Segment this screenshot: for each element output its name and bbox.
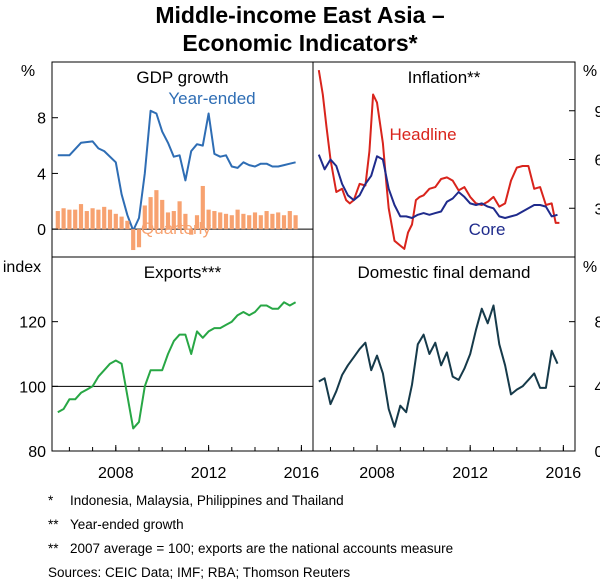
quarterly-gdp-bar xyxy=(235,209,240,230)
quarterly-gdp-bar xyxy=(125,220,130,230)
x-tick-label-right: 2016 xyxy=(546,465,582,482)
x-tick-label-left: 2008 xyxy=(98,465,134,482)
quarterly-gdp-bar xyxy=(212,211,217,230)
quarterly-gdp-bar xyxy=(160,199,165,230)
annotation-core: Core xyxy=(469,220,506,239)
quarterly-gdp-bar xyxy=(78,204,84,230)
y-tick-label: 4 xyxy=(595,379,600,396)
quarterly-gdp-bar xyxy=(107,209,113,230)
quarterly-gdp-bar xyxy=(102,206,107,230)
y-tick-label: 3 xyxy=(595,201,600,218)
series-line-exports-exports xyxy=(57,301,297,430)
footnote-3-marker: ** xyxy=(48,541,59,556)
quarterly-gdp-bar xyxy=(165,212,171,230)
quarterly-gdp-bar xyxy=(96,209,101,230)
footnote-2-text: Year-ended growth xyxy=(70,517,184,532)
quarterly-gdp-bar xyxy=(113,213,118,230)
quarterly-gdp-bar xyxy=(154,190,159,230)
quarterly-gdp-bar xyxy=(264,211,269,230)
series-line-domesticfinaldemand-domesticfinaldemand xyxy=(318,304,559,428)
y-unit-bottom-left: index xyxy=(3,259,41,276)
quarterly-gdp-bar xyxy=(218,212,223,230)
series-line-inflation-headline xyxy=(317,69,560,250)
panel-title: Inflation** xyxy=(408,68,481,87)
x-tick-label-right: 2008 xyxy=(359,465,395,482)
quarterly-gdp-bar xyxy=(229,215,234,230)
quarterly-gdp-bar xyxy=(270,213,275,230)
x-tick-label-left: 2012 xyxy=(191,465,227,482)
quarterly-gdp-bar xyxy=(183,213,188,230)
footnote-1-text: Indonesia, Malaysia, Philippines and Tha… xyxy=(70,493,344,508)
quarterly-gdp-bar xyxy=(241,213,246,230)
quarterly-gdp-bar xyxy=(223,213,229,230)
y-tick-label: 120 xyxy=(19,315,46,332)
quarterly-gdp-bar xyxy=(281,215,287,230)
quarterly-gdp-bar xyxy=(142,205,147,230)
quarterly-gdp-bar xyxy=(200,185,205,230)
quarterly-gdp-bar xyxy=(252,212,258,230)
quarterly-gdp-bar xyxy=(177,201,182,230)
panel-title: GDP growth xyxy=(136,68,228,87)
y-tick-label: 8 xyxy=(37,111,46,128)
quarterly-gdp-bar xyxy=(287,211,292,230)
annotation-headline: Headline xyxy=(389,125,456,144)
quarterly-gdp-bar xyxy=(258,215,263,230)
quarterly-gdp-bar xyxy=(67,209,72,230)
annotation-year-ended: Year-ended xyxy=(168,89,255,108)
annotation-quarterly: Quarterly xyxy=(141,219,211,238)
y-tick-label: 80 xyxy=(28,444,46,461)
footnote-1-marker: * xyxy=(48,493,54,508)
footnote-2-marker: ** xyxy=(48,517,59,532)
y-tick-label: 100 xyxy=(19,379,46,396)
y-unit-bottom-right: % xyxy=(583,259,597,276)
quarterly-gdp-bar xyxy=(148,197,153,230)
quarterly-gdp-bar xyxy=(119,216,124,230)
quarterly-gdp-bar xyxy=(55,211,60,230)
panel-title: Exports*** xyxy=(144,263,222,282)
y-unit-top-right: % xyxy=(583,63,597,80)
y-unit-top-left: % xyxy=(21,63,35,80)
quarterly-gdp-bar xyxy=(131,229,136,251)
series-line-gdpgrowth-yearended xyxy=(57,109,296,232)
quarterly-gdp-bar xyxy=(84,211,89,230)
footnote-1: * Indonesia, Malaysia, Philippines and Th… xyxy=(48,493,344,509)
quarterly-gdp-bar xyxy=(136,229,142,248)
quarterly-gdp-bar xyxy=(194,215,200,230)
y-tick-label: 6 xyxy=(595,153,600,170)
quarterly-gdp-bar xyxy=(61,208,66,230)
y-tick-label: 0 xyxy=(595,444,600,461)
quarterly-gdp-bar xyxy=(90,208,95,230)
sources-note: Sources: CEIC Data; IMF; RBA; Thomson Re… xyxy=(48,565,351,580)
x-tick-label-left: 2016 xyxy=(284,465,320,482)
y-tick-label: 0 xyxy=(37,222,46,239)
y-tick-label: 4 xyxy=(37,166,46,183)
quarterly-gdp-bar xyxy=(247,215,252,230)
chart-title-line1: Middle-income East Asia – xyxy=(155,2,445,28)
panel-title: Domestic final demand xyxy=(358,263,531,282)
footnote-3: ** 2007 average = 100; exports are the na… xyxy=(48,541,453,557)
footnote-2: ** Year-ended growth xyxy=(48,517,184,533)
quarterly-gdp-bar xyxy=(171,211,176,230)
y-tick-label: 8 xyxy=(595,315,600,332)
y-tick-label: 9 xyxy=(595,104,600,121)
footnote-3-text: 2007 average = 100; exports are the nati… xyxy=(70,541,454,556)
series-line-inflation-core xyxy=(317,154,558,219)
chart-title-line2: Economic Indicators* xyxy=(182,30,418,56)
x-tick-label-right: 2012 xyxy=(452,465,488,482)
quarterly-gdp-bar xyxy=(189,229,194,235)
quarterly-gdp-bar xyxy=(293,215,298,230)
quarterly-gdp-bar xyxy=(206,209,211,230)
quarterly-gdp-bar xyxy=(73,209,78,230)
quarterly-gdp-bar xyxy=(276,212,281,230)
